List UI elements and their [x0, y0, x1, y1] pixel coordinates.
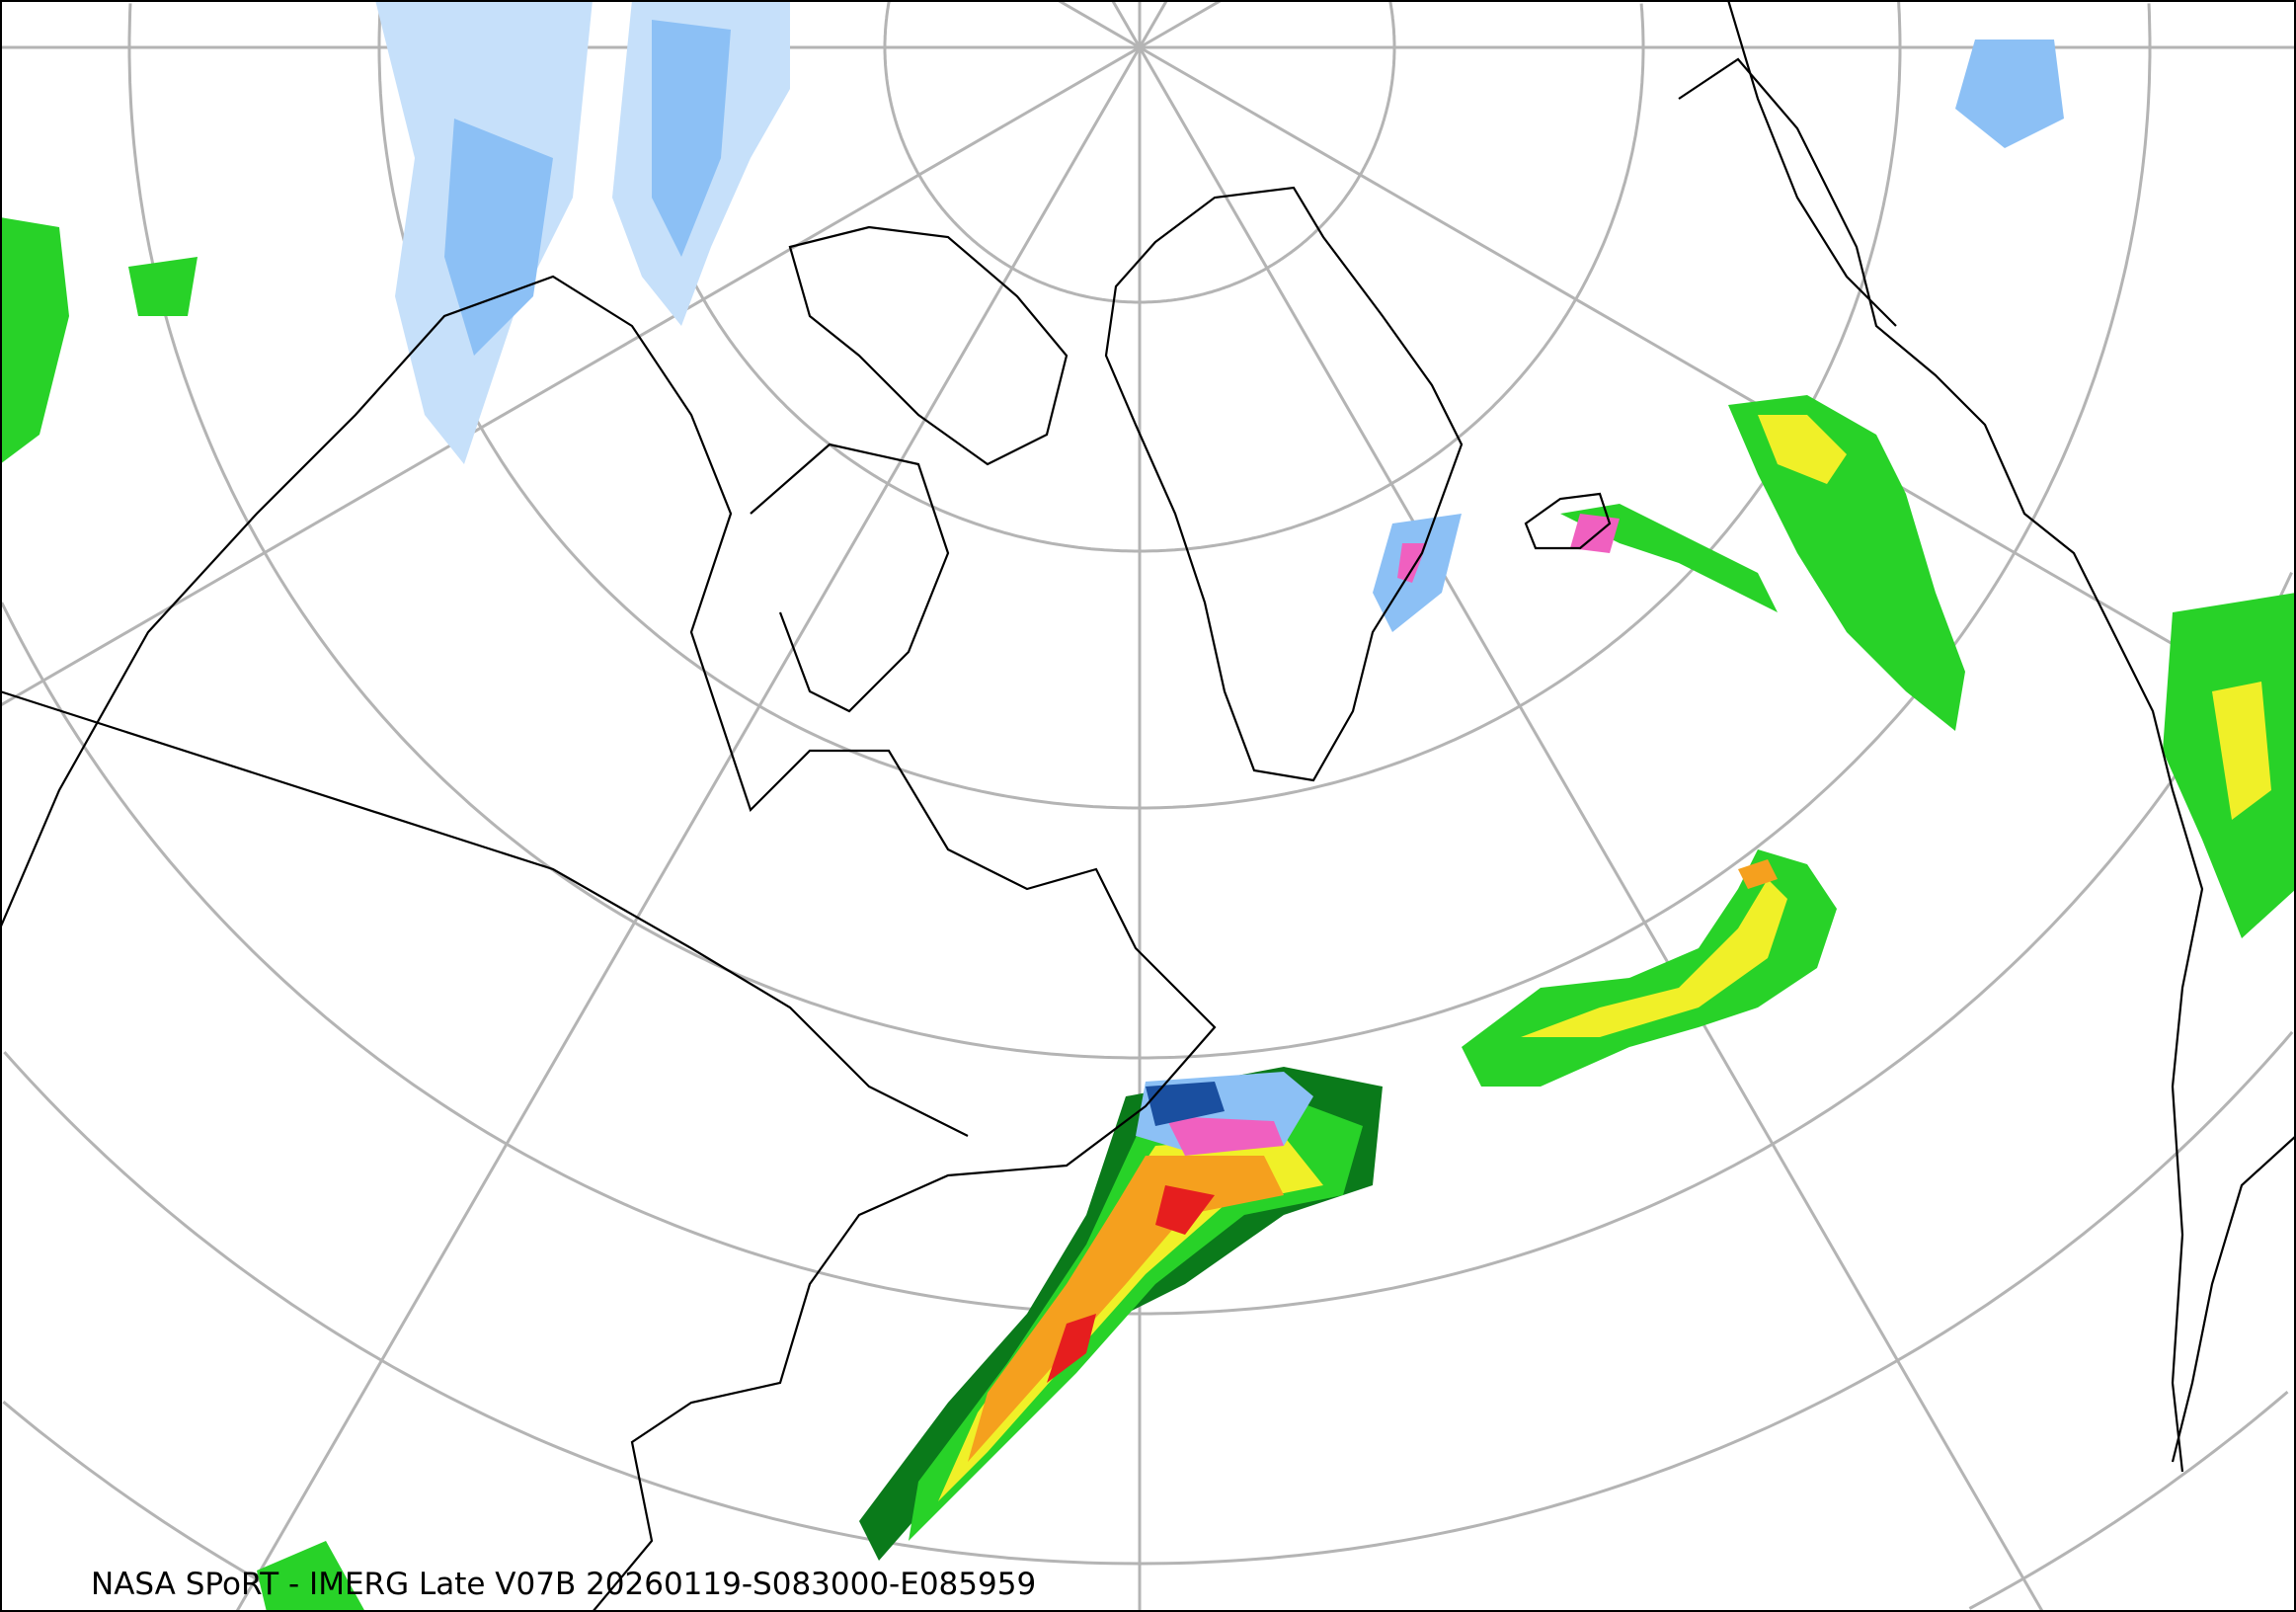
- rain-area: [1462, 849, 1837, 1087]
- rain-area: [1155, 1185, 1215, 1235]
- snow-area: [444, 119, 553, 356]
- map-caption: NASA SPoRT - IMERG Late V07B 20260119-S0…: [91, 1567, 1037, 1602]
- latitude-circle: [3, 1030, 2294, 1566]
- africa-coastline: [2171, 1135, 2296, 1463]
- rain-area: [128, 257, 198, 316]
- rain-area: [2212, 682, 2271, 820]
- snow-area: [1146, 1082, 1225, 1126]
- north-america-coastline: [0, 275, 1217, 1612]
- mixed-precip-area: [1570, 514, 1620, 553]
- latitude-circle: [127, 3, 2152, 1060]
- meridian-line: [1111, 0, 1142, 48]
- scandinavia-coastline: [1726, 0, 1897, 327]
- europe-coastline: [1678, 57, 2204, 1473]
- latitude-circle: [883, 0, 1396, 304]
- rain-area: [909, 1096, 1363, 1541]
- iceland-coastline: [1524, 492, 1612, 550]
- arctic-islands-coastline: [788, 225, 1069, 466]
- mixed-precip-area: [1397, 543, 1427, 583]
- meridian-line: [0, 45, 1141, 707]
- latitude-circle: [1388, 0, 1396, 47]
- snow-area: [1373, 514, 1462, 632]
- meridian-line: [1139, 45, 2296, 717]
- snow-area: [652, 20, 731, 257]
- meridian-line: [1138, 0, 1168, 48]
- meridian-line: [235, 46, 1142, 1612]
- snow-area: [1955, 40, 2064, 148]
- rain-area: [257, 1541, 365, 1612]
- meridian-line: [1138, 46, 2044, 1612]
- rain-area: [1521, 879, 1787, 1037]
- greenland-coastline: [1104, 186, 1464, 782]
- latitude-circle: [0, 571, 2293, 1316]
- rain-area: [968, 1156, 1284, 1462]
- rain-area: [1728, 395, 1965, 731]
- latitude-circle: [2147, 3, 2152, 47]
- rain-area: [1047, 1314, 1096, 1383]
- mixed-precip-area: [1165, 1116, 1284, 1156]
- rain-area: [1738, 859, 1778, 889]
- hudson-bay-coastline: [750, 443, 950, 713]
- meridian-line: [1057, 0, 1141, 49]
- latitude-circle: [1968, 1390, 2289, 1610]
- latitude-circle: [1897, 0, 1902, 47]
- latitude-circle: [1639, 3, 1645, 47]
- rain-area: [0, 217, 69, 464]
- meridian-line: [1139, 0, 1223, 49]
- canada-us-border: [0, 689, 969, 1137]
- rain-area: [1758, 415, 1847, 484]
